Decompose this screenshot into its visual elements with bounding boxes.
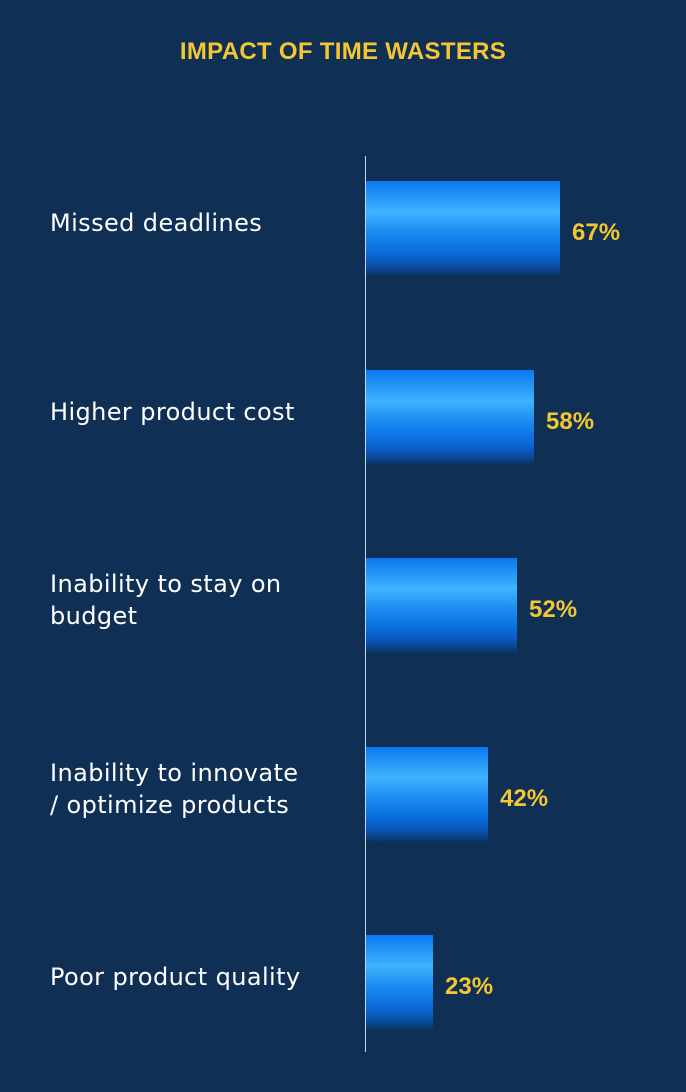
category-label: Higher product cost (50, 398, 295, 426)
category-label: Missed deadlines (50, 209, 263, 237)
category-label: Inability to innovate / optimize product… (50, 759, 299, 819)
bar (366, 747, 488, 843)
value-label: 23% (445, 973, 494, 1000)
bar (366, 181, 560, 277)
bar (366, 935, 433, 1031)
bar (366, 558, 517, 654)
value-label: 58% (546, 408, 595, 435)
chart-title: IMPACT OF TIME WASTERS (179, 38, 507, 65)
value-label: 42% (500, 785, 549, 812)
value-label: 52% (529, 596, 578, 623)
category-label: Poor product quality (50, 963, 301, 991)
bar (366, 370, 534, 466)
y-axis-line (365, 156, 366, 1052)
value-label: 67% (572, 219, 621, 246)
category-label: Inability to stay on budget (50, 570, 282, 630)
